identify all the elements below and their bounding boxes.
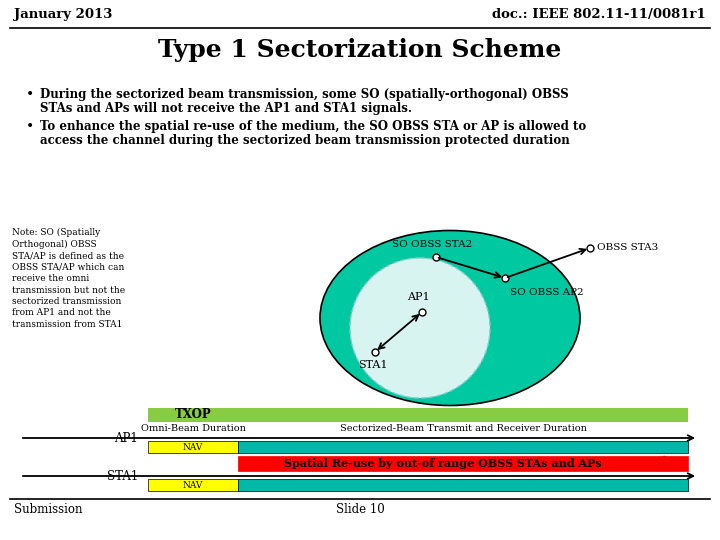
Text: Omni-Beam Duration: Omni-Beam Duration <box>140 424 246 433</box>
Bar <box>238 441 688 453</box>
Bar <box>148 408 688 422</box>
Text: Spatial Re-use by out-of range OBSS STAs and APs: Spatial Re-use by out-of range OBSS STAs… <box>284 458 602 469</box>
Ellipse shape <box>320 231 580 406</box>
Text: •: • <box>26 120 35 134</box>
Text: Submission: Submission <box>14 503 83 516</box>
Text: AP1: AP1 <box>407 292 429 302</box>
Text: STAs and APs will not receive the AP1 and STA1 signals.: STAs and APs will not receive the AP1 an… <box>40 102 412 115</box>
Text: Sectorized-Beam Transmit and Receiver Duration: Sectorized-Beam Transmit and Receiver Du… <box>340 424 586 433</box>
Text: AP1: AP1 <box>114 431 138 444</box>
Bar <box>148 479 238 491</box>
Text: SO OBSS STA2: SO OBSS STA2 <box>392 240 472 249</box>
Text: To enhance the spatial re-use of the medium, the SO OBSS STA or AP is allowed to: To enhance the spatial re-use of the med… <box>40 120 586 133</box>
Bar <box>238 479 688 491</box>
Text: Note: SO (Spatially
Orthogonal) OBSS
STA/AP is defined as the
OBSS STA/AP which : Note: SO (Spatially Orthogonal) OBSS STA… <box>12 228 125 329</box>
Text: STA1: STA1 <box>107 469 138 483</box>
Text: NAV: NAV <box>183 442 203 451</box>
Text: Slide 10: Slide 10 <box>336 503 384 516</box>
Bar <box>148 441 238 453</box>
Text: During the sectorized beam transmission, some SO (spatially-orthogonal) OBSS: During the sectorized beam transmission,… <box>40 88 569 101</box>
Circle shape <box>350 258 490 398</box>
Text: access the channel during the sectorized beam transmission protected duration: access the channel during the sectorized… <box>40 134 570 147</box>
Text: SO OBSS AP2: SO OBSS AP2 <box>510 288 584 297</box>
Text: January 2013: January 2013 <box>14 8 112 21</box>
Text: NAV: NAV <box>183 481 203 489</box>
Text: OBSS STA3: OBSS STA3 <box>597 244 658 253</box>
Text: Type 1 Sectorization Scheme: Type 1 Sectorization Scheme <box>158 38 562 62</box>
Text: doc.: IEEE 802.11-11/0081r1: doc.: IEEE 802.11-11/0081r1 <box>492 8 706 21</box>
Text: STA1: STA1 <box>359 360 388 370</box>
Bar <box>238 456 688 471</box>
Text: TXOP: TXOP <box>175 408 211 422</box>
Text: •: • <box>26 88 35 102</box>
